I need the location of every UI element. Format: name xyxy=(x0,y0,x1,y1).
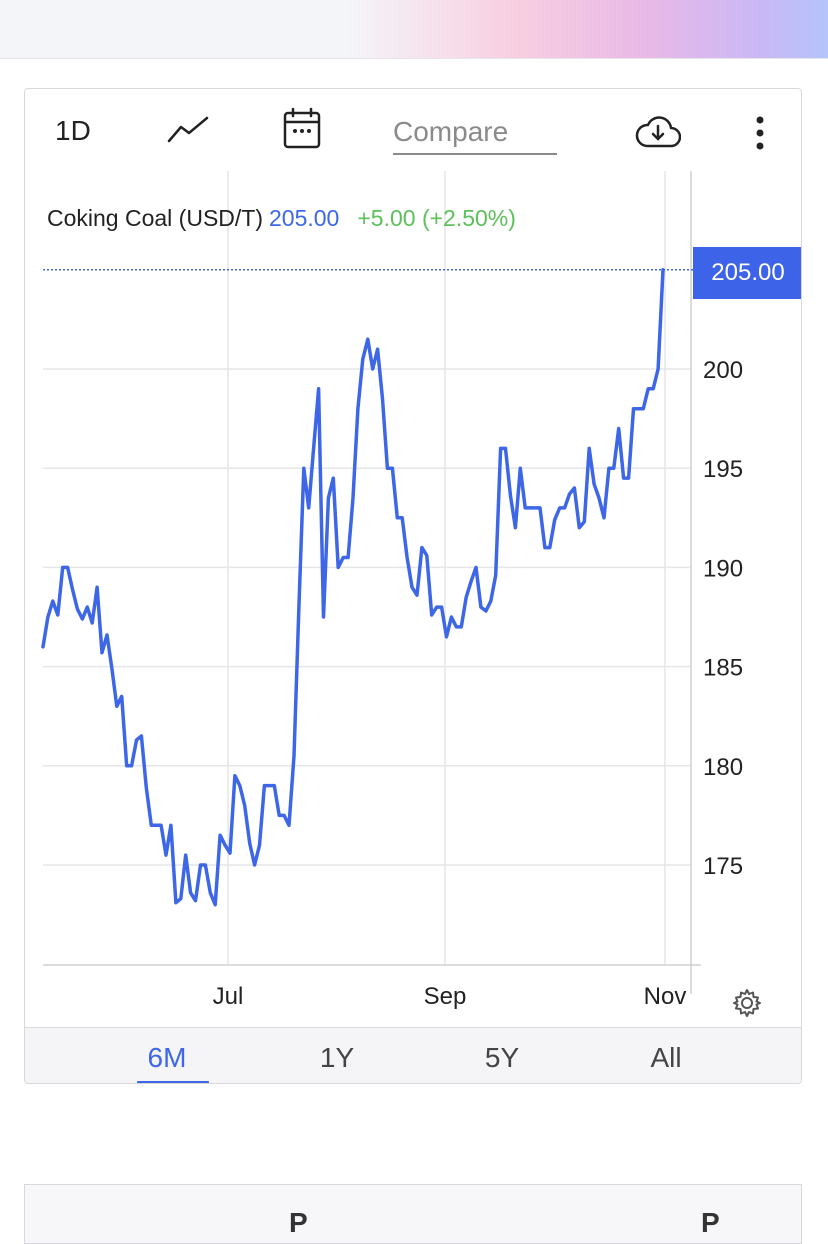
legend-symbol-name: Coking Coal (USD/T) xyxy=(47,205,263,231)
x-tick-label: Jul xyxy=(213,983,244,1010)
y-tick-label: 175 xyxy=(703,853,743,880)
last-price-badge: 205.00 xyxy=(693,247,801,299)
legend-price: 205.00 xyxy=(269,205,340,231)
price-chart[interactable]: 175 180 185 190 195 200 Jul Sep Nov xyxy=(25,89,802,1027)
calendar-icon[interactable] xyxy=(283,107,321,154)
table-header-cell: P xyxy=(701,1207,720,1238)
range-tab-5y[interactable]: 5Y xyxy=(484,1042,520,1073)
x-tick-label: Nov xyxy=(644,983,687,1010)
legend-change: +5.00 (+2.50%) xyxy=(357,205,516,231)
range-tab-6m[interactable]: 6M xyxy=(147,1042,187,1073)
data-table-header: P P xyxy=(24,1184,802,1244)
x-tick-label: Sep xyxy=(424,983,467,1010)
chart-toolbar: 1D xyxy=(25,89,801,173)
active-tab-indicator xyxy=(137,1081,209,1083)
y-tick-label: 190 xyxy=(703,555,743,582)
more-vertical-icon[interactable] xyxy=(753,115,767,156)
gear-icon[interactable] xyxy=(731,987,763,1024)
line-chart-icon[interactable] xyxy=(167,115,209,150)
table-header-cell: P xyxy=(289,1207,308,1238)
chart-legend: Coking Coal (USD/T) 205.00 +5.00 (+2.50%) xyxy=(47,205,516,232)
interval-button[interactable]: 1D xyxy=(55,115,91,146)
range-tab-all[interactable]: All xyxy=(650,1042,682,1073)
price-series-line xyxy=(41,268,665,907)
chart-widget: 1D xyxy=(24,88,802,1084)
y-tick-label: 195 xyxy=(703,456,743,483)
range-tab-1y[interactable]: 1Y xyxy=(319,1042,355,1073)
y-tick-label: 185 xyxy=(703,655,743,682)
compare-input[interactable] xyxy=(393,111,557,155)
y-tick-label: 180 xyxy=(703,754,743,781)
y-tick-label: 200 xyxy=(703,357,743,384)
cloud-download-icon[interactable] xyxy=(635,115,682,154)
top-banner xyxy=(0,0,828,59)
time-range-selector: 6M 1Y 5Y All xyxy=(25,1027,801,1083)
